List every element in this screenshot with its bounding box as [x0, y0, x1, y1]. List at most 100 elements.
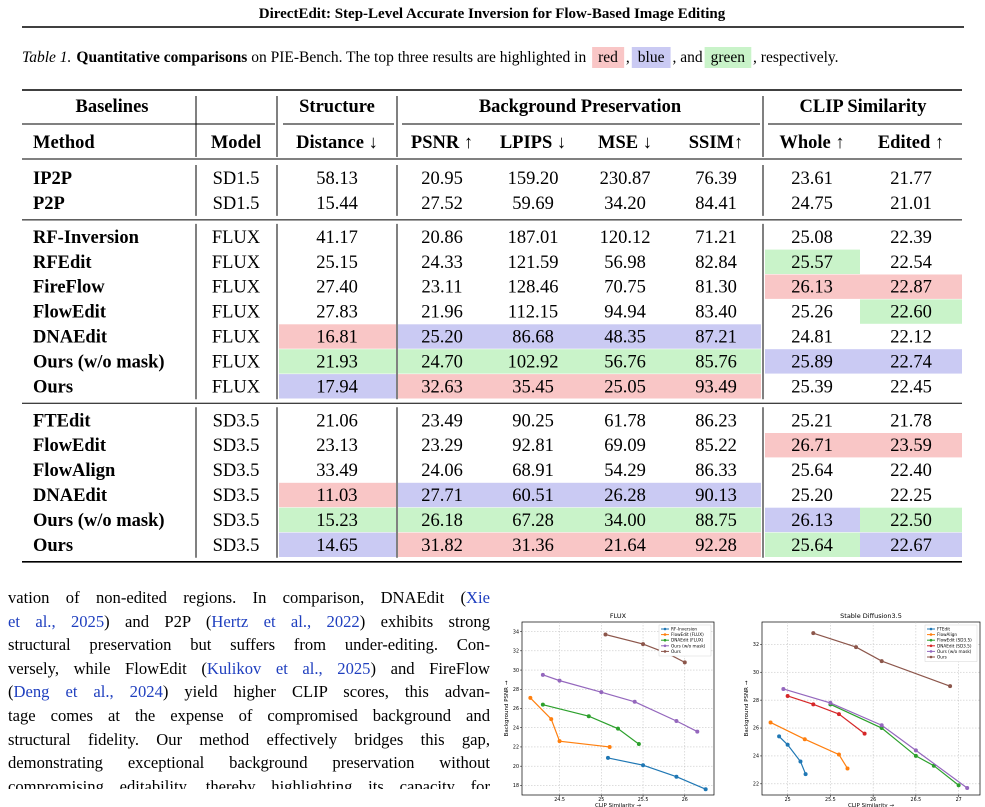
text-run: tage comes at the expense of compromised…: [8, 705, 490, 725]
value-cell: 69.09: [604, 436, 646, 456]
value-cell: 67.28: [512, 511, 554, 531]
cell-highlight: [486, 532, 581, 557]
value-cell: 25.64: [791, 461, 833, 481]
value-cell: 33.49: [316, 461, 358, 481]
cell-highlight: [860, 274, 962, 299]
text-run: ) and FireFlow: [370, 658, 490, 678]
method-cell: RF-Inversion: [33, 228, 140, 248]
value-cell: 128.46: [508, 278, 559, 298]
column-header: Method: [33, 133, 95, 153]
data-point: [879, 659, 884, 664]
data-point: [682, 660, 687, 665]
value-cell: 26.18: [421, 511, 463, 531]
cell-highlight: [486, 374, 581, 399]
value-cell: 22.40: [890, 461, 932, 481]
value-cell: 90.13: [695, 486, 737, 506]
data-point: [528, 695, 533, 700]
legend-marker: [929, 644, 933, 648]
caption-part: green: [711, 49, 746, 66]
legend-marker: [929, 638, 933, 642]
citation[interactable]: Xie: [466, 588, 490, 607]
column-header: Whole ↑: [779, 133, 844, 153]
method-cell: Ours (w/o mask): [33, 511, 165, 531]
cell-highlight: [398, 532, 486, 557]
column-header: MSE ↓: [598, 133, 652, 153]
value-cell: 21.93: [316, 352, 358, 372]
value-cell: 121.59: [508, 253, 559, 273]
column-header: Edited ↑: [878, 133, 944, 153]
caption-part: on PIE-Bench. The top three results are …: [247, 49, 590, 66]
citation[interactable]: et al., 2025: [8, 611, 105, 631]
caption-part: Quantitative comparisons: [76, 49, 247, 66]
method-cell: FlowAlign: [33, 461, 116, 481]
y-tick-label: 24: [513, 725, 519, 731]
value-cell: 86.23: [695, 411, 737, 431]
data-point: [836, 752, 841, 757]
citation[interactable]: Hertz et al., 2022: [211, 611, 360, 631]
model-cell: SD3.5: [213, 536, 260, 556]
y-axis-label: Background PSNR →: [744, 680, 750, 736]
citation[interactable]: Deng et al., 2024: [13, 682, 163, 702]
column-header: Model: [211, 133, 261, 153]
value-cell: 25.05: [604, 377, 646, 397]
value-cell: 27.83: [316, 303, 358, 323]
legend-marker: [663, 633, 667, 636]
value-cell: 87.21: [695, 328, 737, 348]
value-cell: 84.41: [695, 194, 737, 214]
value-cell: 120.12: [600, 228, 651, 248]
text-line: vation of non-edited regions. In compari…: [8, 586, 490, 610]
data-point: [603, 632, 608, 637]
series-line: [787, 695, 865, 735]
cell-highlight: [670, 374, 761, 399]
cell-highlight: [860, 507, 962, 533]
value-cell: 25.20: [791, 486, 833, 506]
legend-label: Ours: [937, 655, 947, 660]
data-point: [540, 702, 545, 707]
value-cell: 25.89: [791, 352, 833, 372]
group-header: Structure: [299, 97, 375, 117]
x-tick-label: 25.5: [638, 797, 649, 803]
legend-marker: [929, 655, 933, 659]
series-line: [813, 632, 951, 687]
data-point: [641, 642, 646, 647]
column-header: Distance ↓: [296, 133, 378, 153]
text-line: tage comes at the expense of compromised…: [8, 704, 490, 728]
data-point: [828, 700, 833, 705]
group-header: CLIP Similarity: [800, 97, 928, 117]
legend-label: FlowEdit (SD3.5): [937, 638, 972, 643]
cell-highlight: [486, 482, 581, 508]
cell-highlight: [279, 482, 396, 508]
model-cell: FLUX: [212, 303, 261, 323]
value-cell: 23.11: [422, 278, 463, 298]
cell-highlight: [279, 324, 396, 349]
legend-label: FlowAlign: [937, 632, 957, 637]
series-line: [778, 735, 807, 775]
text-run: ) exhibits strong: [359, 611, 490, 631]
y-tick-label: 32: [513, 649, 519, 655]
series-line: [542, 674, 698, 733]
cell-highlight: [581, 532, 670, 557]
method-cell: Ours: [33, 536, 73, 556]
x-tick-label: 25.5: [825, 797, 836, 803]
value-cell: 92.28: [695, 536, 737, 556]
value-cell: 27.52: [421, 194, 463, 214]
citation[interactable]: Kulikov et al., 2025: [206, 658, 371, 678]
cell-highlight: [279, 374, 396, 399]
legend-marker: [663, 644, 667, 648]
caption-highlight: [631, 47, 671, 68]
value-cell: 25.08: [791, 228, 833, 248]
model-cell: FLUX: [212, 278, 261, 298]
value-cell: 22.67: [890, 536, 932, 556]
value-cell: 58.13: [316, 169, 358, 189]
cell-highlight: [581, 374, 670, 399]
cell-highlight: [398, 374, 486, 399]
text-line: compromising editability, thereby highli…: [8, 775, 490, 789]
value-cell: 24.81: [791, 328, 833, 348]
value-cell: 68.91: [512, 461, 554, 481]
caption-part: Table 1.: [22, 49, 71, 66]
value-cell: 22.39: [890, 228, 932, 248]
data-point: [798, 759, 803, 764]
text-line: (Deng et al., 2024) yield higher CLIP sc…: [8, 680, 490, 704]
value-cell: 112.15: [508, 303, 558, 323]
